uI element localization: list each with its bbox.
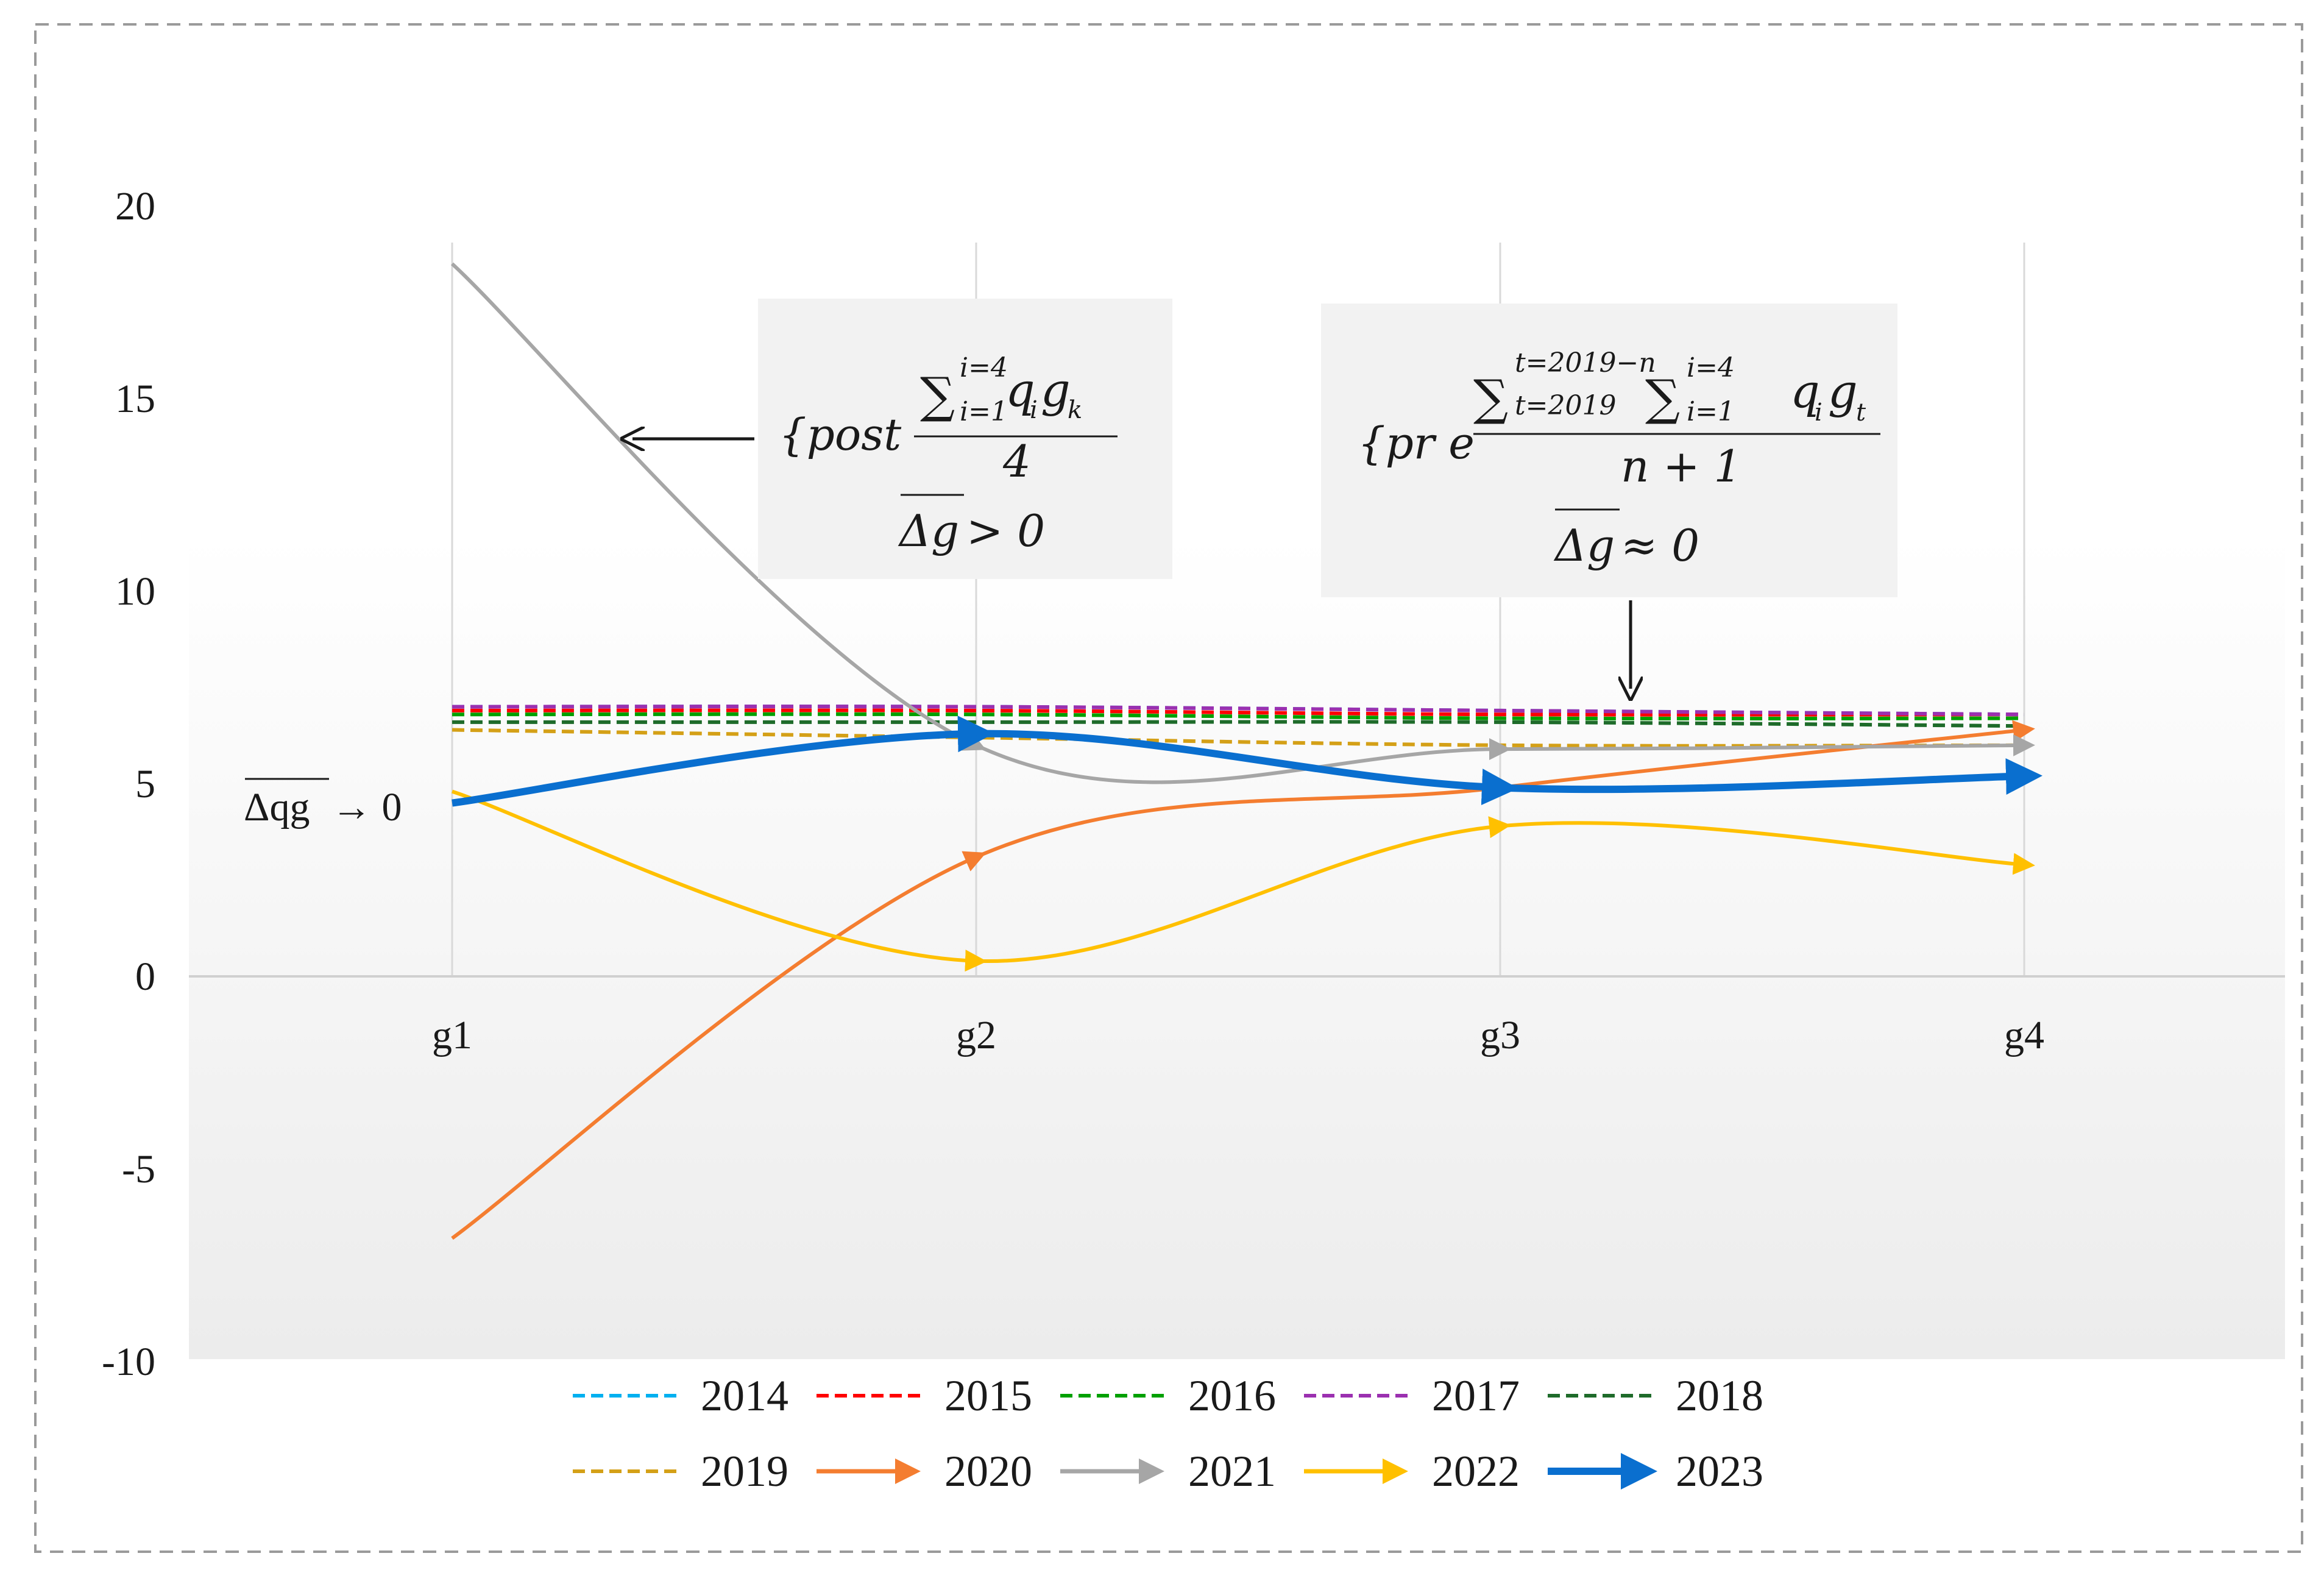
legend-item-2020: 2020 (817, 1447, 1032, 1496)
series-segment-2023 (452, 716, 994, 807)
series-2023 (452, 716, 2042, 807)
post-sum-sup: i=4 (960, 352, 1008, 383)
legend-item-2015: 2015 (817, 1371, 1032, 1420)
legend-label: 2021 (1188, 1447, 1276, 1496)
pre-q-sub: i (1815, 399, 1823, 427)
series-segment-2021 (1500, 734, 2035, 756)
left-label-tail: → 0 (331, 785, 402, 829)
post-q-sub: i (1030, 396, 1038, 424)
post-g-sub: k (1068, 396, 1082, 424)
x-tick-label-g1: g1 (432, 1013, 472, 1057)
y-tick-label: 20 (115, 184, 155, 229)
series-segment-2022 (452, 789, 987, 972)
series-layer (450, 262, 2042, 1240)
series-line-2015 (452, 708, 2025, 717)
pre-prefix: {pr e (1358, 417, 1475, 469)
legend-label: 2022 (1432, 1447, 1520, 1496)
series-segment-2022 (976, 816, 1511, 963)
series-line-2016 (452, 712, 2025, 721)
plot-background (189, 536, 2285, 1359)
post-box-background (758, 299, 1172, 579)
pre-g: g (1828, 364, 1858, 418)
pre-sum1-sup: t=2019−n (1515, 347, 1656, 378)
legend-item-2014: 2014 (573, 1371, 788, 1420)
series-2018 (452, 720, 2025, 728)
post-denominator: 4 (1002, 436, 1031, 487)
pre-denominator: n + 1 (1621, 441, 1741, 492)
series-segment-2021 (975, 738, 1511, 784)
legend-label: 2016 (1188, 1371, 1276, 1420)
legend-label: 2020 (944, 1447, 1032, 1496)
pre-condition: ≈ 0 (1621, 520, 1699, 571)
series-2015 (452, 708, 2025, 717)
legend-label: 2019 (701, 1447, 788, 1496)
series-line-2018 (452, 720, 2025, 728)
legend: 2014 2015 2016 2017 2018 2019 2020 2021 2022 2023 (573, 1371, 1763, 1496)
annotation-post-box: {post ∑ i=4 i=1 q i g k 4 Δg > 0 (758, 299, 1172, 579)
series-2021 (450, 262, 2035, 784)
series-segment-2020 (451, 851, 987, 1240)
pre-sum1-sub: t=2019 (1515, 390, 1617, 421)
x-axis-ticks: g1 g2 g3 g4 (432, 1013, 2044, 1057)
y-tick-label: 10 (115, 569, 155, 614)
pre-bar-symbol: Δg (1553, 520, 1615, 571)
series-segment-2021 (450, 262, 987, 751)
x-tick-label-g2: g2 (956, 1013, 996, 1057)
post-sum-symbol: ∑ (920, 367, 955, 424)
series-segment-2023 (1500, 758, 2042, 795)
y-tick-label: 15 (115, 377, 155, 421)
series-2017 (452, 705, 2025, 717)
post-bar-symbol: Δg (898, 505, 959, 556)
legend-item-2018: 2018 (1548, 1371, 1763, 1420)
series-segment-2023 (976, 730, 1518, 806)
annotation-pre-box: {pr e ∑ t=2019−n t=2019 ∑ i=4 i=1 q i g … (1321, 304, 1897, 597)
legend-item-2022: 2022 (1304, 1447, 1520, 1496)
series-segment-2020 (975, 778, 1511, 859)
pre-sum2-symbol: ∑ (1645, 369, 1680, 426)
pre-q: q (1790, 364, 1820, 418)
post-g: g (1041, 363, 1071, 417)
series-segment-2022 (1500, 821, 2035, 875)
y-tick-label: 5 (135, 762, 155, 806)
y-tick-label: 0 (135, 954, 155, 999)
legend-item-2021: 2021 (1060, 1447, 1276, 1496)
legend-item-2017: 2017 (1304, 1371, 1520, 1420)
post-prefix: {post (779, 409, 902, 460)
series-2016 (452, 712, 2025, 721)
series-line-2017 (452, 705, 2025, 717)
x-tick-label-g3: g3 (1480, 1013, 1520, 1057)
series-2022 (452, 789, 2035, 972)
left-label-symbol: Δqg (244, 785, 310, 829)
legend-item-2019: 2019 (573, 1447, 788, 1496)
pre-sum2-sup: i=4 (1687, 352, 1735, 383)
pre-g-sub: t (1856, 399, 1866, 427)
pre-box-background (1321, 304, 1897, 597)
series-2020 (451, 720, 2035, 1240)
series-segment-2020 (1500, 720, 2035, 790)
y-axis-ticks: 20 15 10 5 0 -5 -10 (102, 184, 155, 1384)
pre-sum1-symbol: ∑ (1473, 369, 1508, 426)
legend-item-2023: 2023 (1548, 1447, 1763, 1496)
y-tick-label: -10 (102, 1340, 155, 1384)
legend-label: 2018 (1676, 1371, 1763, 1420)
y-tick-label: -5 (122, 1147, 155, 1192)
post-q: q (1005, 363, 1035, 417)
legend-label: 2017 (1432, 1371, 1520, 1420)
post-condition: > 0 (966, 505, 1045, 556)
pre-sum2-sub: i=1 (1687, 396, 1735, 427)
legend-item-2016: 2016 (1060, 1371, 1276, 1420)
legend-label: 2015 (944, 1371, 1032, 1420)
x-tick-label-g4: g4 (2004, 1013, 2044, 1057)
left-label: Δqg → 0 (244, 778, 402, 829)
legend-label: 2014 (701, 1371, 788, 1420)
post-sum-sub: i=1 (960, 396, 1008, 427)
legend-label: 2023 (1676, 1447, 1763, 1496)
